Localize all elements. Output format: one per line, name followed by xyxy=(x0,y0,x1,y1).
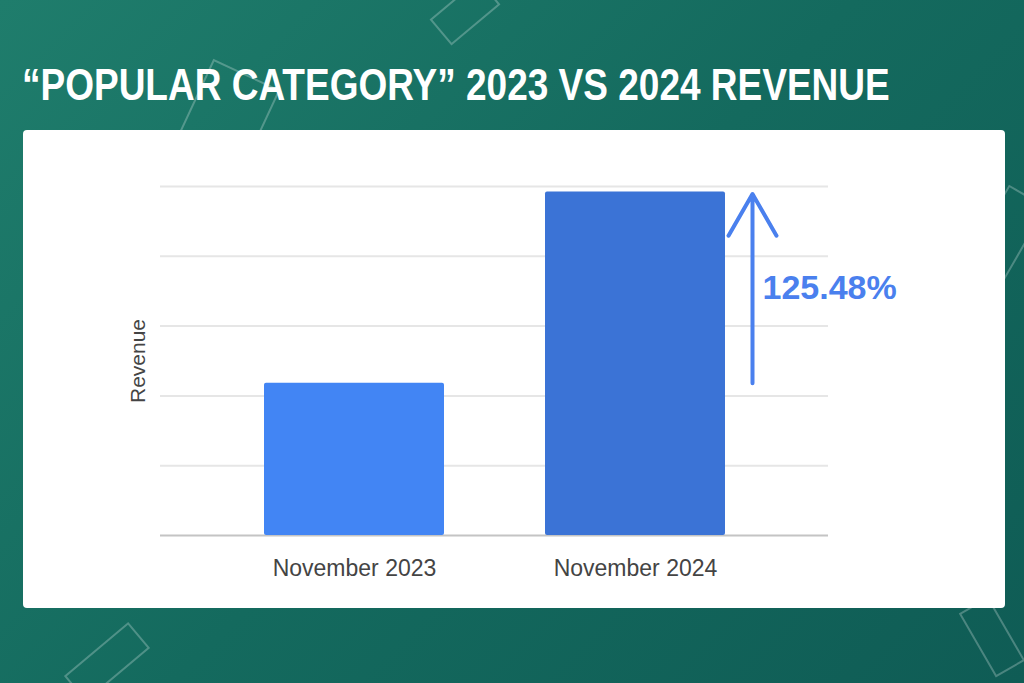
html-text:“POPULAR CATEGORY” 2023 VS 202: “POPULAR CATEGORY” 2023 VS 2024 REVENUE xyxy=(22,59,890,110)
svg-text:Revenue: Revenue xyxy=(126,319,149,403)
svg-text:November 2023: November 2023 xyxy=(273,555,437,581)
svg-text:November 2024: November 2024 xyxy=(554,555,718,581)
svg-text:125.48%: 125.48% xyxy=(763,268,897,306)
